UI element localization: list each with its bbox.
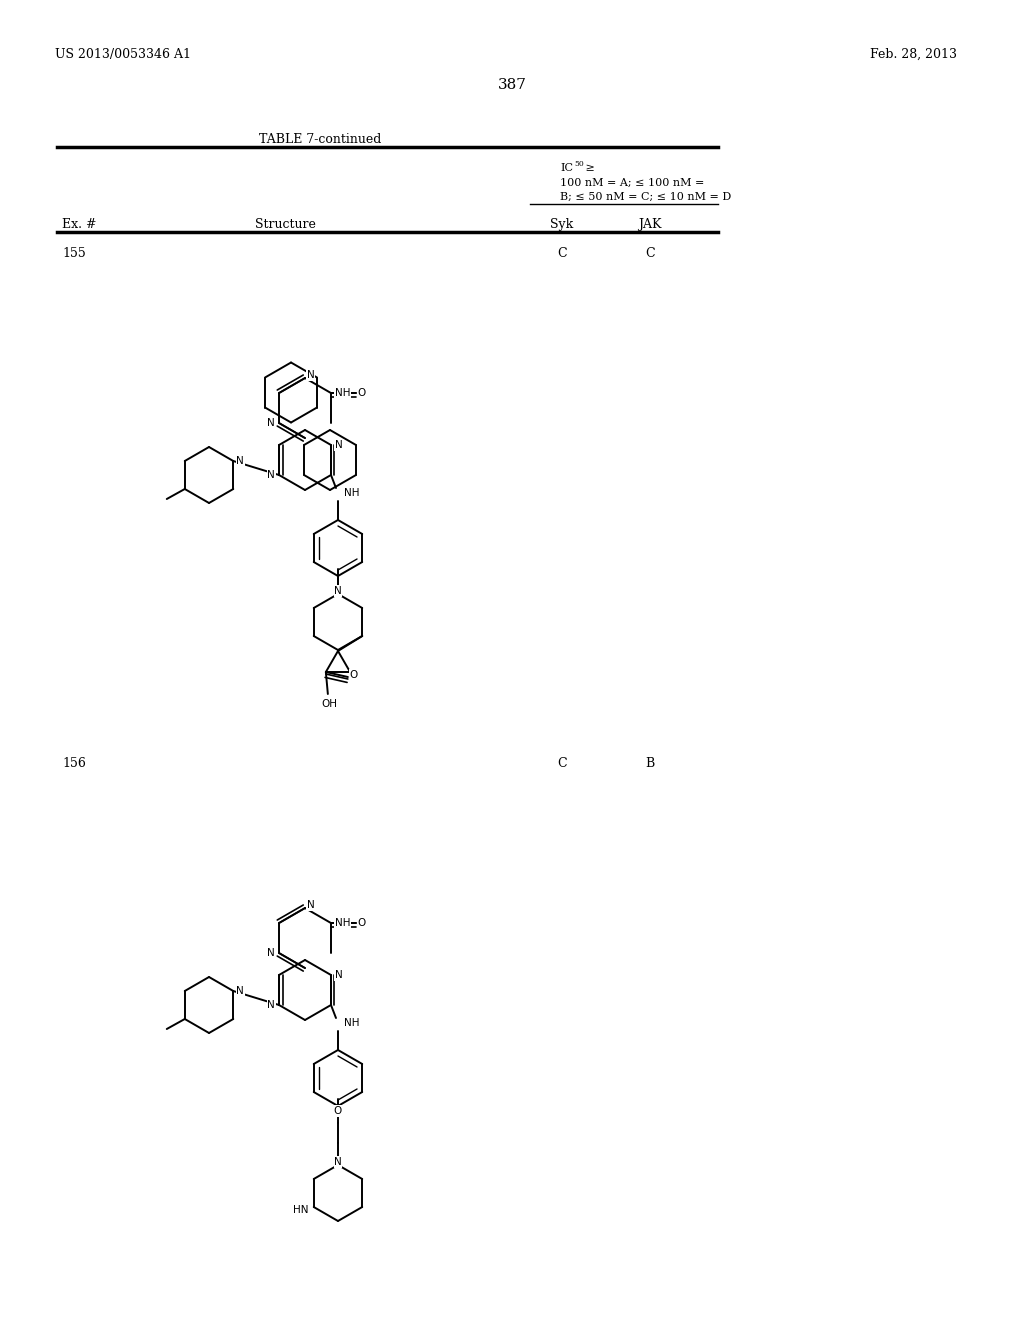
Text: C: C bbox=[557, 756, 567, 770]
Text: O: O bbox=[334, 1106, 342, 1115]
Text: N: N bbox=[335, 970, 343, 979]
Text: US 2013/0053346 A1: US 2013/0053346 A1 bbox=[55, 48, 191, 61]
Text: N: N bbox=[267, 418, 275, 428]
Text: Syk: Syk bbox=[550, 218, 573, 231]
Text: OH: OH bbox=[322, 700, 338, 709]
Text: N: N bbox=[267, 470, 275, 480]
Text: N: N bbox=[334, 586, 342, 597]
Text: C: C bbox=[557, 247, 567, 260]
Text: N: N bbox=[267, 948, 275, 958]
Text: B: B bbox=[645, 756, 654, 770]
Text: N: N bbox=[237, 986, 244, 997]
Text: 100 nM = A; ≤ 100 nM =: 100 nM = A; ≤ 100 nM = bbox=[560, 178, 705, 187]
Text: N: N bbox=[237, 455, 244, 466]
Text: B; ≤ 50 nM = C; ≤ 10 nM = D: B; ≤ 50 nM = C; ≤ 10 nM = D bbox=[560, 191, 731, 202]
Text: HN: HN bbox=[293, 1205, 308, 1214]
Text: O: O bbox=[357, 917, 367, 928]
Text: 155: 155 bbox=[62, 247, 86, 260]
Text: Feb. 28, 2013: Feb. 28, 2013 bbox=[870, 48, 957, 61]
Text: NH: NH bbox=[344, 488, 359, 498]
Text: 387: 387 bbox=[498, 78, 526, 92]
Text: JAK: JAK bbox=[638, 218, 662, 231]
Text: C: C bbox=[645, 247, 654, 260]
Text: NH: NH bbox=[335, 917, 350, 928]
Text: N: N bbox=[335, 440, 343, 450]
Text: O: O bbox=[357, 388, 367, 399]
Text: ≥: ≥ bbox=[582, 162, 595, 173]
Text: N: N bbox=[307, 370, 314, 380]
Text: O: O bbox=[350, 671, 358, 680]
Text: 156: 156 bbox=[62, 756, 86, 770]
Text: N: N bbox=[334, 1158, 342, 1167]
Text: Ex. #: Ex. # bbox=[62, 218, 96, 231]
Text: IC: IC bbox=[560, 162, 573, 173]
Text: N: N bbox=[307, 900, 314, 909]
Text: N: N bbox=[267, 1001, 275, 1010]
Text: Structure: Structure bbox=[255, 218, 315, 231]
Text: 50: 50 bbox=[574, 160, 584, 168]
Text: TABLE 7-continued: TABLE 7-continued bbox=[259, 133, 381, 147]
Text: NH: NH bbox=[344, 1018, 359, 1028]
Text: NH: NH bbox=[335, 388, 350, 399]
